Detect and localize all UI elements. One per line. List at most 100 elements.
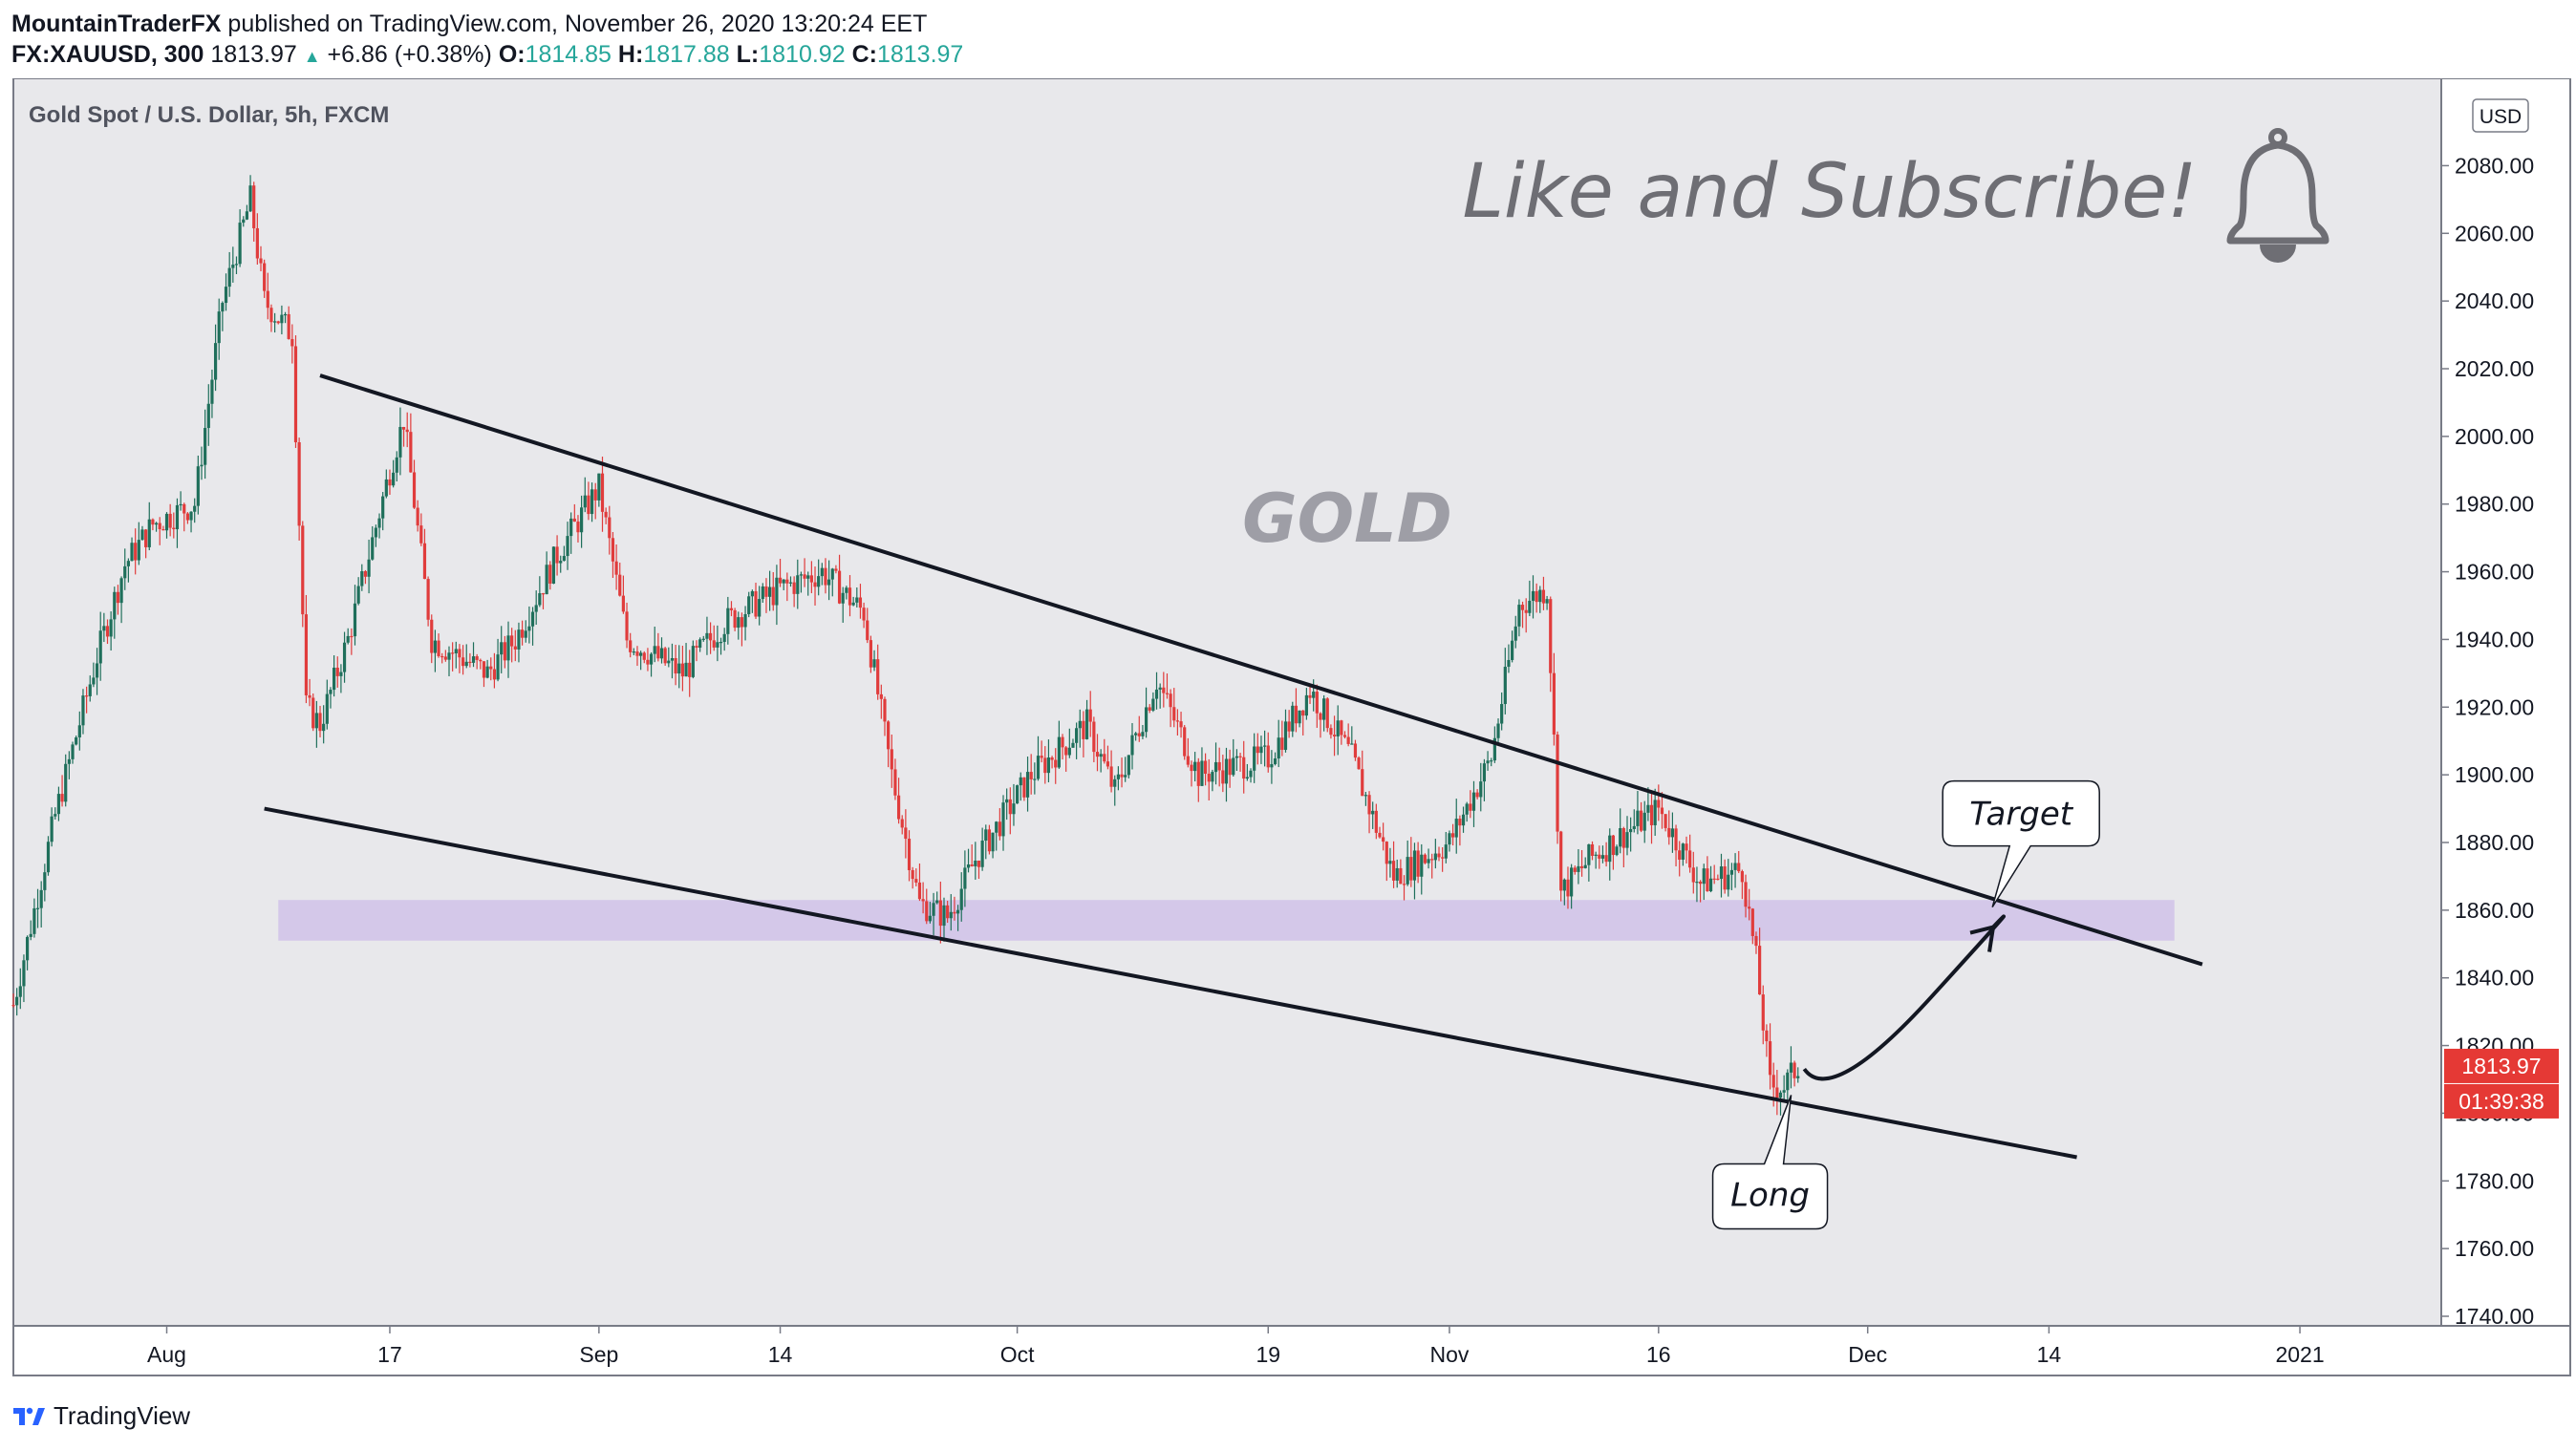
candle-body [1448, 833, 1451, 845]
candle-body [667, 660, 671, 664]
candle-body [102, 626, 106, 631]
candle-body [1134, 733, 1138, 736]
candle-body [1758, 946, 1762, 995]
candle-body [11, 1005, 15, 1007]
target-callout[interactable]: Target [1942, 779, 2100, 908]
candle-body [1598, 854, 1601, 859]
candle-body [949, 911, 953, 919]
tradingview-logo-icon[interactable] [11, 1404, 46, 1427]
candle-body [440, 655, 444, 658]
trendline-lower[interactable] [264, 806, 2077, 1160]
candle-body [405, 429, 409, 433]
author-name[interactable]: MountainTraderFX [11, 11, 222, 37]
candle-body [1016, 785, 1020, 804]
support-zone[interactable] [278, 900, 2175, 941]
chart-pane[interactable]: GOLD Like and Subscribe! Target Long Gold Sp… [11, 78, 2442, 1327]
candle-body [471, 656, 476, 663]
candle-body [1454, 819, 1458, 838]
candle-body [517, 629, 521, 650]
time-tick-label: Dec [1848, 1342, 1887, 1367]
candle-body [1541, 589, 1546, 604]
candle-body [1043, 757, 1047, 774]
trendline-upper[interactable] [319, 373, 2203, 967]
candle-body [388, 479, 392, 486]
candle-body [1280, 737, 1284, 751]
price-tick-label: 1760.00 [2455, 1236, 2534, 1261]
candle-body [737, 617, 741, 629]
candle-body [363, 570, 368, 577]
tradingview-brand[interactable]: TradingView [54, 1400, 191, 1430]
candle-body [1025, 772, 1030, 798]
candle-body [426, 579, 430, 620]
candle-body [360, 570, 364, 586]
candle-body [419, 525, 423, 544]
candle-body [1078, 720, 1082, 729]
candle-body [1361, 769, 1364, 797]
candle-body [911, 869, 914, 880]
candle-body [587, 495, 590, 515]
currency-badge[interactable]: USD [2472, 98, 2529, 133]
candle-body [764, 586, 768, 597]
candle-body [1698, 882, 1703, 885]
price-tick-label: 2040.00 [2455, 288, 2534, 313]
candle-body [1479, 781, 1483, 798]
candle-body [443, 656, 447, 660]
candle-body [1175, 720, 1180, 722]
long-callout[interactable]: Long [1711, 1095, 1829, 1230]
chart-background[interactable] [12, 78, 2442, 1327]
candles[interactable] [11, 175, 1800, 1116]
candle-body [325, 693, 329, 724]
candle-body [719, 641, 723, 644]
time-axis-background[interactable] [12, 1325, 2571, 1376]
candle-body [1211, 772, 1214, 782]
candle-body [1029, 772, 1033, 779]
candle-body [489, 666, 493, 670]
candle-body [1590, 843, 1595, 856]
candle-body [81, 695, 85, 726]
high-value: 1817.88 [643, 41, 730, 68]
candle-body [318, 713, 322, 732]
candle-body [1409, 857, 1413, 881]
last-price-badge[interactable] [2444, 1048, 2559, 1083]
candle-body [75, 736, 78, 745]
candle-body [263, 263, 267, 291]
candle-body [1287, 721, 1291, 732]
candle-body [1524, 609, 1528, 613]
candle-body [541, 593, 546, 595]
candle-body [88, 684, 92, 696]
time-tick-label: 2021 [2275, 1342, 2324, 1367]
candle-body [1332, 735, 1337, 736]
candle-body [726, 608, 730, 634]
candle-body [580, 507, 584, 533]
candle-body [252, 185, 256, 228]
candle-body [566, 536, 569, 557]
price-chart[interactable]: GOLD Like and Subscribe! Target Long Gold Sp… [0, 78, 2576, 1387]
price-axis[interactable]: 1740.001760.001780.001800.001820.001840.… [2440, 78, 2571, 1329]
candle-body [1350, 743, 1354, 745]
candle-body [632, 651, 635, 653]
promo-text: Like and Subscribe! [1462, 149, 2197, 235]
candle-body [1430, 859, 1434, 861]
candle-body [946, 905, 950, 919]
candle-body [314, 713, 318, 729]
candle-body [1685, 843, 1688, 851]
candle-body [1775, 1087, 1779, 1098]
candle-body [1217, 761, 1221, 771]
candle-body [987, 829, 992, 852]
candle-body [1678, 850, 1682, 860]
candle-body [869, 640, 872, 668]
candle-body [845, 587, 848, 593]
projection-arrow[interactable] [1802, 914, 2007, 1081]
candle-body [1579, 865, 1584, 868]
candle-body [1513, 626, 1517, 641]
candle-body [524, 630, 527, 638]
candle-body [893, 769, 897, 796]
time-axis[interactable]: Aug 17 Sep 14 Oct 19 Nov 16 Dec 14 2021 [12, 1325, 2571, 1376]
candle-body [297, 442, 301, 526]
candle-body [227, 267, 231, 288]
price-tick-label: 1940.00 [2455, 627, 2534, 651]
candle-body [980, 841, 984, 867]
candle-body [1312, 692, 1316, 698]
candle-body [35, 907, 40, 909]
candle-body [1046, 757, 1051, 774]
